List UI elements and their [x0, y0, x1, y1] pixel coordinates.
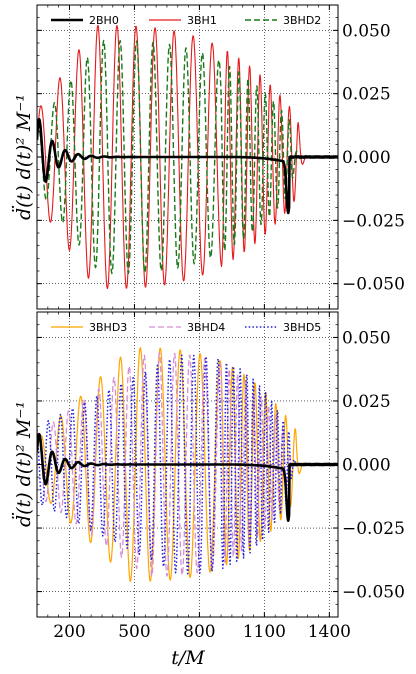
bottom-ytick-label: 0.050 — [342, 328, 391, 348]
bottom-ytick-label: −0.050 — [342, 583, 405, 603]
top-legend-label-2BH0: 2BH0 — [89, 14, 119, 27]
bottom-panel: 0.050 0.025 0.000 −0.025 −0.050 200 500 800 1100… — [11, 311, 405, 669]
bottom-ytick-label: −0.025 — [342, 519, 405, 539]
bottom-series-2BH0 — [37, 432, 338, 522]
bottom-series — [37, 347, 338, 582]
bottom-y-axis-label: d̈(t) d(t)² M⁻¹ — [11, 401, 35, 527]
bottom-xtick-label: 1400 — [308, 622, 351, 642]
bottom-xtick-label: 800 — [183, 622, 215, 642]
bottom-xtick-label: 1100 — [243, 622, 286, 642]
bottom-xtick-label: 200 — [53, 622, 85, 642]
top-ytick-label: −0.050 — [342, 275, 405, 295]
bottom-ticks: 0.050 0.025 0.000 −0.025 −0.050 200 500 800 1100… — [37, 312, 405, 642]
bottom-legend-label-3BHD4: 3BHD4 — [187, 321, 225, 334]
top-series — [37, 24, 338, 289]
top-legend-label-3BHD2: 3BHD2 — [283, 14, 321, 27]
bottom-series-3BHD4 — [37, 352, 296, 577]
top-y-axis-label: d̈(t) d(t)² M⁻¹ — [11, 94, 35, 220]
bottom-ytick-label: 0.000 — [342, 456, 391, 476]
bottom-legend-label-3BHD5: 3BHD5 — [283, 321, 321, 334]
top-series-3BHD2 — [37, 39, 308, 275]
top-ytick-label: 0.050 — [342, 21, 391, 41]
bottom-legend: 3BHD3 3BHD4 3BHD5 — [51, 321, 321, 334]
bottom-xtick-label: 500 — [118, 622, 150, 642]
top-ytick-label: 0.000 — [342, 148, 391, 168]
x-axis-label: t/M — [171, 647, 205, 669]
top-legend: 2BH0 3BH1 3BHD2 — [51, 14, 321, 27]
top-ytick-label: −0.025 — [342, 211, 405, 231]
top-ytick-label: 0.025 — [342, 85, 391, 105]
top-series-3BH1 — [37, 24, 311, 289]
bottom-ytick-label: 0.025 — [342, 392, 391, 412]
top-legend-label-3BH1: 3BH1 — [187, 14, 217, 27]
top-panel: 0.050 0.025 0.000 −0.025 −0.050 2BH0 3BH1 3BHD… — [11, 4, 405, 310]
top-ticks: 0.050 0.025 0.000 −0.025 −0.050 — [37, 5, 405, 309]
bottom-series-3BHD3 — [37, 347, 306, 582]
top-series-2BH0 — [37, 118, 338, 215]
bottom-legend-label-3BHD3: 3BHD3 — [89, 321, 127, 334]
